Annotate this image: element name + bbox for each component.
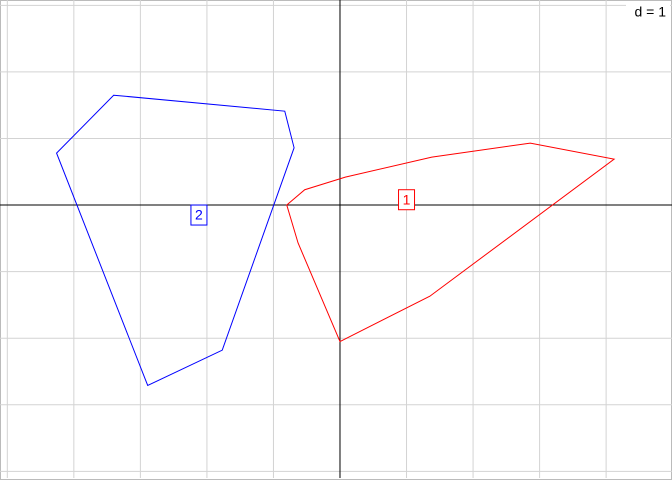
label-box — [398, 189, 416, 211]
hull — [286, 142, 616, 343]
hull — [55, 94, 295, 387]
annotation-bg — [626, 3, 670, 21]
annotation: d = 1 — [634, 4, 666, 20]
label-box — [190, 204, 208, 226]
class-label: 2 — [195, 207, 203, 223]
class-label: 1 — [403, 191, 411, 207]
